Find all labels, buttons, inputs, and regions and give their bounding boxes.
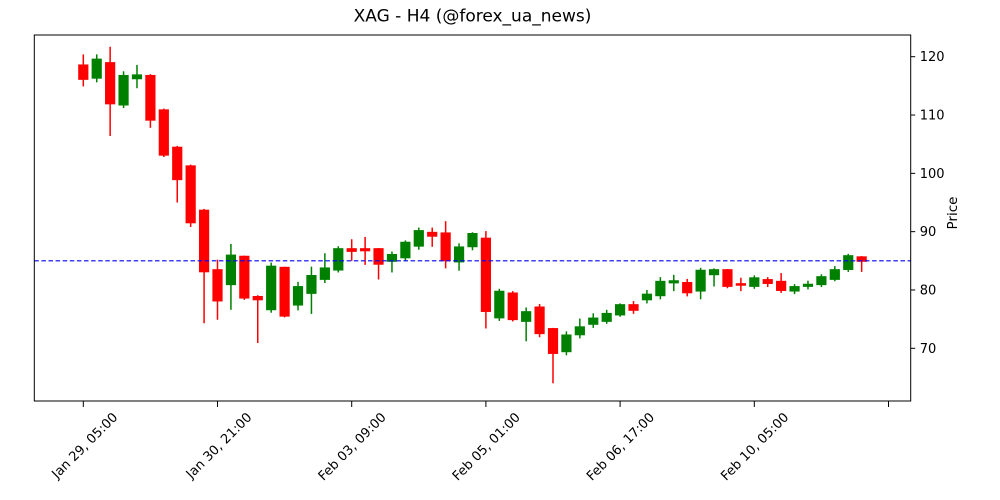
candle-body-down (360, 248, 371, 252)
candle-body-down (158, 109, 169, 156)
plot-border (33, 34, 912, 402)
candle-body-up (467, 233, 478, 248)
y-axis-ticks: 70 80 90 100 110 120 (910, 50, 945, 357)
candle-body-up (400, 241, 411, 259)
candle-body-up (494, 290, 505, 319)
candle-body-down (682, 281, 693, 294)
x-tick-label: Feb 03, 09:00 (316, 410, 390, 484)
x-tick-label: Feb 10, 05:00 (718, 410, 792, 484)
candle-body-down (212, 269, 223, 302)
candle-body-down (735, 283, 746, 286)
candle-body-up (601, 312, 612, 322)
candle-body-up (225, 254, 237, 286)
candle-body-up (655, 280, 666, 297)
y-tick-label: 80 (920, 283, 937, 298)
candle-body-down (105, 62, 116, 105)
candle-body-up (453, 246, 465, 263)
candle-body-up (574, 326, 585, 336)
candle-body-down (346, 248, 357, 252)
candle-body-down (547, 328, 559, 354)
candle-body-down (78, 64, 89, 80)
candle-body-up (561, 334, 572, 353)
candle-body-down (762, 279, 773, 284)
candle-body-down (480, 237, 492, 312)
x-tick-label: Jan 29, 05:00 (49, 410, 121, 482)
x-tick-label: Feb 05, 01:00 (450, 410, 524, 484)
candle-body-up (749, 277, 760, 287)
candle-body-up (615, 304, 626, 316)
candle-body-up (708, 269, 720, 276)
candle-body-down (145, 74, 156, 121)
chart-title: XAG - H4 (@forex_ua_news) (354, 7, 592, 27)
candle-body-down (172, 146, 183, 181)
candle-body-up (695, 269, 706, 292)
candle-body-down (373, 248, 384, 265)
y-tick-label: 100 (920, 167, 945, 182)
candle-body-down (239, 255, 250, 299)
candle-body-down (185, 165, 196, 224)
candle-body-down (507, 292, 518, 321)
candle-body-up (413, 230, 424, 247)
y-axis-label: Price (945, 197, 961, 230)
candle-body-up (131, 74, 143, 80)
candle-body-up (319, 267, 330, 280)
y-tick-label: 70 (920, 342, 937, 357)
candle-body-up (789, 286, 800, 292)
candle-body-down (534, 306, 545, 335)
y-tick-label: 120 (920, 50, 945, 65)
candle-body-up (843, 255, 854, 270)
candle-body-up (816, 276, 827, 286)
candle-body-down (440, 232, 451, 262)
candle-body-up (306, 274, 317, 294)
candle-body-up (521, 311, 532, 322)
candle-body-down (628, 304, 639, 311)
candle-body-up (118, 74, 129, 106)
candle-body-up (292, 286, 304, 306)
candle-body-up (641, 293, 653, 301)
candle-body-up (588, 317, 599, 325)
y-tick-label: 110 (920, 109, 945, 124)
candle-body-down (722, 269, 733, 287)
candle-body-down (427, 231, 438, 237)
candle-body-down (252, 295, 263, 301)
candle-body-down (279, 266, 290, 317)
candle-body-up (91, 58, 102, 79)
plot-frame (33, 34, 912, 402)
y-tick-label: 90 (920, 225, 937, 240)
candle-body-up (829, 269, 840, 280)
candle-body-up (266, 265, 277, 311)
candle-body-up (802, 283, 814, 287)
x-tick-label: Feb 06, 17:00 (584, 410, 658, 484)
candle-body-up (668, 280, 679, 284)
x-axis-ticks: Jan 29, 05:00 Jan 30, 21:00 Feb 03, 09:00 F… (49, 401, 889, 484)
candle-body-down (198, 209, 210, 273)
candle-body-down (776, 280, 787, 291)
candle-body-up (333, 248, 344, 271)
candles-group (78, 46, 867, 384)
x-tick-label: Jan 30, 21:00 (183, 410, 255, 482)
